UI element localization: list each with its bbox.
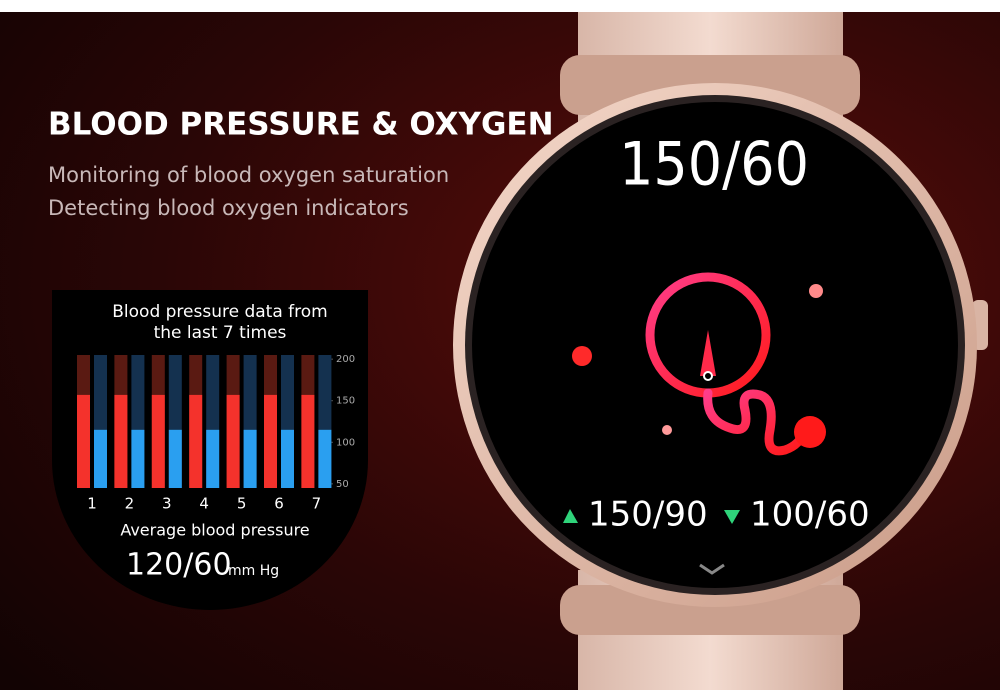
bar [243,429,257,488]
y-tick-label: 150 [336,396,355,407]
chart-title-line: the last 7 times [154,323,287,343]
dot [572,346,592,366]
icon-needle [700,330,716,376]
y-tick-label: 100 [336,437,355,448]
dot [809,284,823,298]
x-tick-label: 1 [87,495,97,513]
x-tick-label: 3 [162,495,172,513]
y-tick-label: 200 [336,354,355,365]
chevron [699,563,725,575]
bar [318,429,332,488]
footer-value: 120/60 [126,548,232,583]
bar [131,429,145,488]
icon-bulb [794,416,826,448]
bar [189,394,203,488]
chart-title-line: Blood pressure data from [112,302,327,322]
subtitle: Detecting blood oxygen indicators [48,196,409,220]
down-arrow [724,510,740,524]
watch-reading: 150/60 [619,130,809,200]
footer-unit: mm Hg [228,563,279,579]
bar [301,394,315,488]
bar [114,394,128,488]
lug-bottom [560,585,860,635]
title: BLOOD PRESSURE & OXYGEN [48,107,554,143]
chart-title: Blood pressure data from the last 7 times [112,302,327,343]
bar [77,394,90,488]
footer-label: Average blood pressure [120,521,309,540]
bar [226,394,240,488]
bar [281,429,294,488]
dot [662,425,672,435]
bp-icon [645,272,810,456]
watch-low: 100/60 [750,495,870,535]
bar [151,394,165,488]
watch-high: 150/90 [588,495,708,535]
x-tick-label: 2 [125,495,135,513]
bar [206,429,220,488]
icon-pivot [703,371,713,381]
x-tick-label: 4 [199,495,209,513]
x-tick-label: 5 [237,495,247,513]
bar [94,429,107,488]
bar [264,394,277,488]
subtitle: Monitoring of blood oxygen saturation [48,163,449,187]
up-arrow [563,509,578,523]
x-tick-label: 6 [274,495,284,513]
x-tick-label: 7 [312,495,322,513]
y-tick-label: 50 [336,479,349,490]
bar [168,429,182,488]
screen [472,102,958,588]
